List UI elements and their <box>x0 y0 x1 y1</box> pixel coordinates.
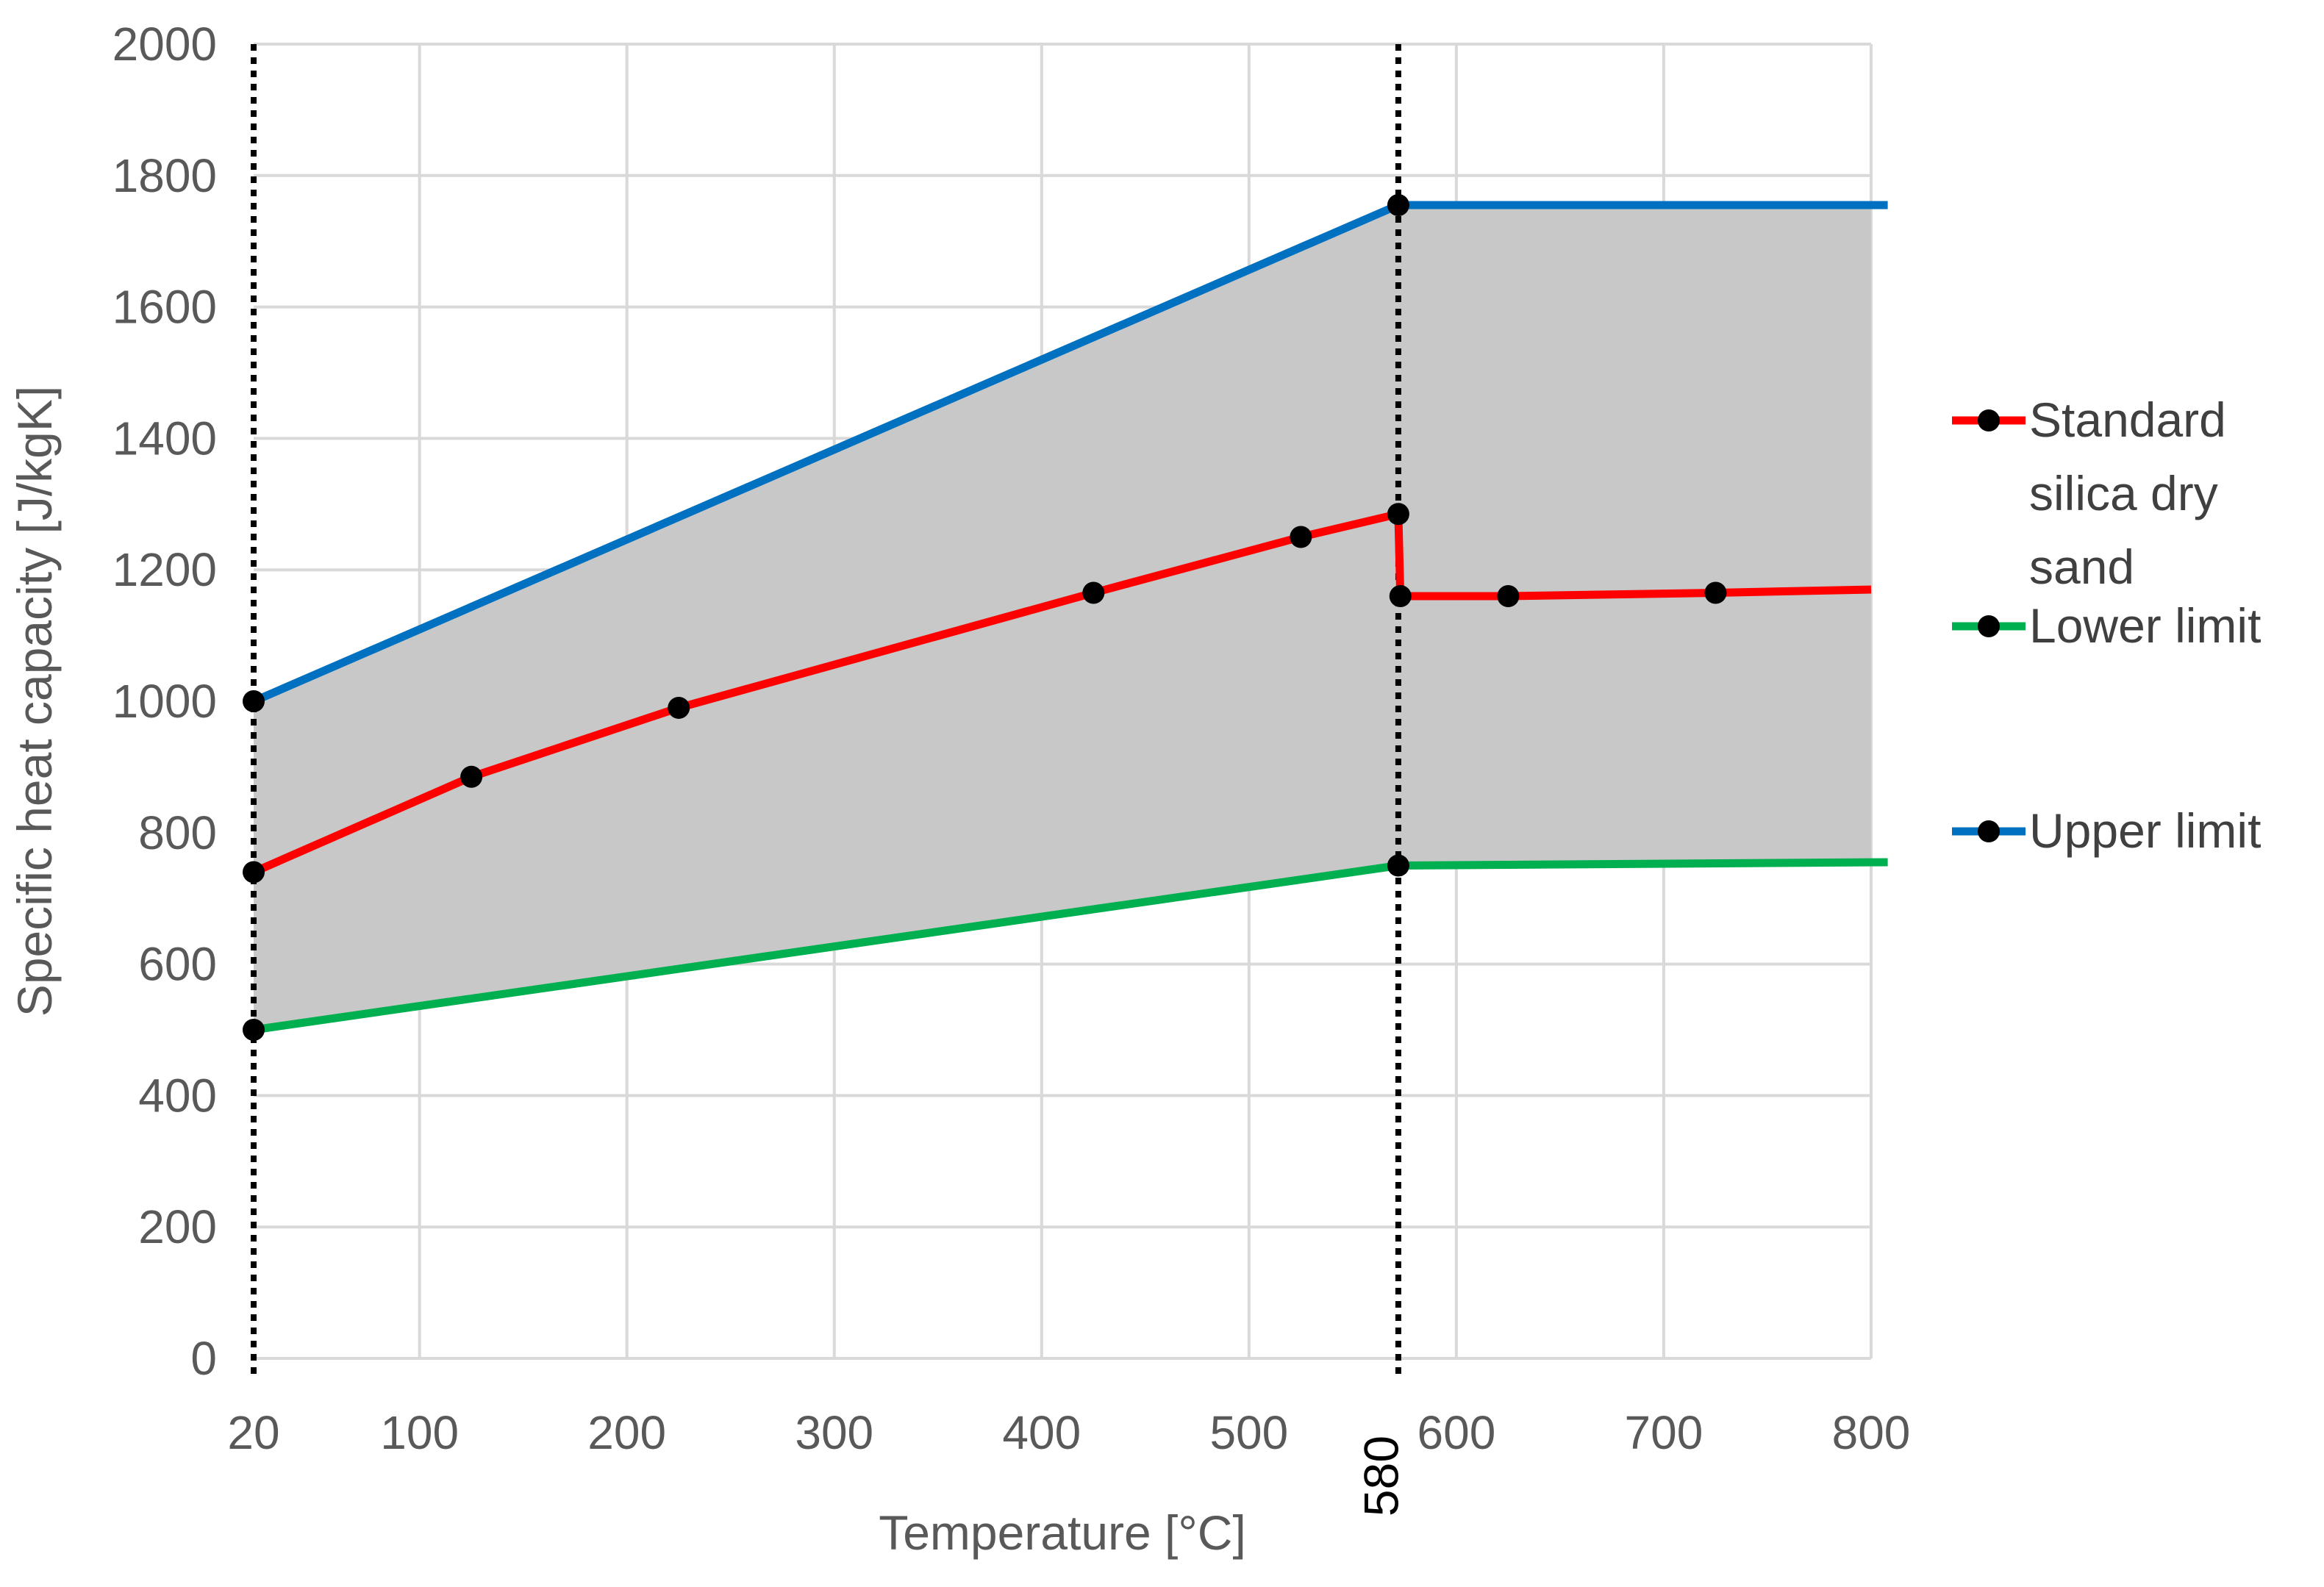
legend-swatch-marker <box>1978 820 2000 842</box>
y-axis-title: Specific heat capacity [J/kgK] <box>7 386 62 1017</box>
shaded-area <box>254 205 1871 1030</box>
reference-line-label: 580 <box>1354 1436 1408 1516</box>
y-tick-label: 800 <box>138 806 217 859</box>
y-tick-label: 1400 <box>112 412 217 465</box>
y-tick-label: 2000 <box>112 18 217 71</box>
data-point <box>1497 584 1520 607</box>
legend-label: Upper limit <box>2029 803 2261 858</box>
y-tick-label: 600 <box>138 938 217 991</box>
x-tick-label: 600 <box>1417 1406 1496 1459</box>
data-point <box>243 1019 265 1041</box>
x-tick-label: 20 <box>227 1406 279 1459</box>
y-tick-label: 200 <box>138 1200 217 1253</box>
x-tick-label: 100 <box>380 1406 459 1459</box>
data-point <box>243 690 265 712</box>
legend-swatch-marker <box>1978 615 2000 637</box>
x-tick-label: 200 <box>587 1406 666 1459</box>
legend-swatch-marker <box>1978 409 2000 431</box>
x-tick-label: 800 <box>1832 1406 1911 1459</box>
data-point <box>1082 581 1105 604</box>
series-line <box>251 509 1872 876</box>
shaded-band <box>254 205 1871 1030</box>
data-point <box>1704 581 1727 604</box>
data-point <box>1389 584 1412 607</box>
y-tick-label: 0 <box>190 1332 217 1385</box>
data-point <box>668 696 690 719</box>
data-point <box>1387 854 1409 877</box>
x-tick-label: 400 <box>1002 1406 1081 1459</box>
data-point <box>243 861 265 884</box>
data-point <box>1387 194 1409 217</box>
legend-label: sand <box>2029 540 2134 594</box>
y-tick-label: 1000 <box>112 675 217 728</box>
data-point <box>460 765 483 788</box>
data-point <box>1387 503 1409 526</box>
series <box>243 194 1888 1041</box>
x-axis-title: Temperature [°C] <box>879 1505 1246 1560</box>
x-tick-label: 300 <box>795 1406 873 1459</box>
tick-labels: 0 200 400 600 800 1000 1200 1400 1600 1800 2000 20 1… <box>112 18 1911 1459</box>
y-tick-label: 1600 <box>112 281 217 334</box>
legend-label: silica dry <box>2029 466 2218 520</box>
legend-label: Lower limit <box>2029 598 2261 653</box>
y-tick-label: 400 <box>138 1069 217 1122</box>
x-tick-label: 500 <box>1209 1406 1288 1459</box>
data-point <box>1290 526 1312 548</box>
y-tick-label: 1800 <box>112 149 217 202</box>
legend-label: Standard <box>2029 393 2226 447</box>
x-tick-label: 700 <box>1625 1406 1703 1459</box>
y-tick-label: 1200 <box>112 543 217 596</box>
